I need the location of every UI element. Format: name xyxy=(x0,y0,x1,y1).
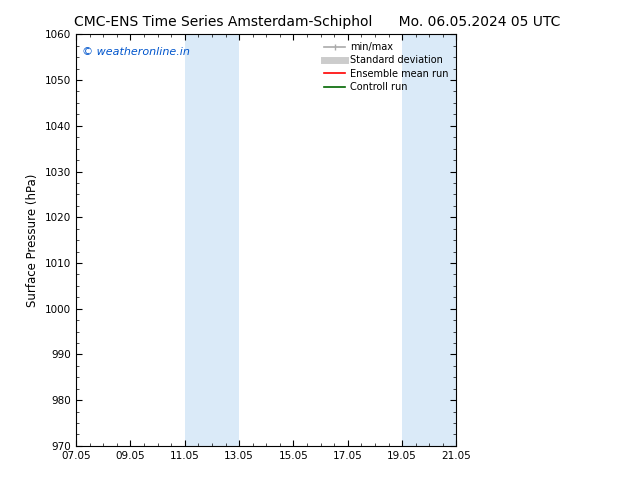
Bar xyxy=(184,34,239,446)
Bar xyxy=(402,34,456,446)
Text: © weatheronline.in: © weatheronline.in xyxy=(82,47,190,57)
Y-axis label: Surface Pressure (hPa): Surface Pressure (hPa) xyxy=(27,173,39,307)
Legend: min/max, Standard deviation, Ensemble mean run, Controll run: min/max, Standard deviation, Ensemble me… xyxy=(321,39,451,95)
Text: CMC-ENS Time Series Amsterdam-Schiphol      Mo. 06.05.2024 05 UTC: CMC-ENS Time Series Amsterdam-Schiphol M… xyxy=(74,15,560,29)
